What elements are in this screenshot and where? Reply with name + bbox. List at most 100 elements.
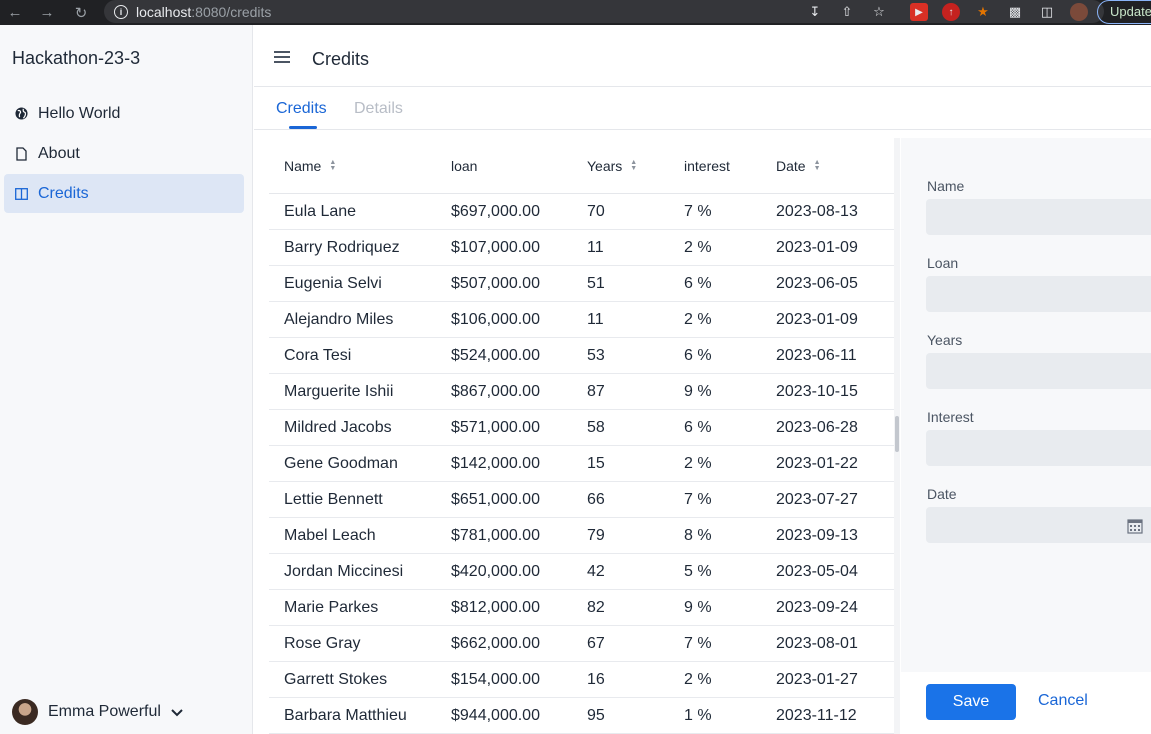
tab-details[interactable]: Details	[354, 100, 403, 118]
cell-name: Marguerite Ishii	[284, 383, 393, 401]
cell-years: 16	[587, 671, 605, 689]
table-row[interactable]: Mabel Leach $781,000.00 79 8 % 2023-09-13	[269, 518, 895, 554]
cell-interest: 6 %	[684, 419, 712, 437]
cell-interest: 9 %	[684, 383, 712, 401]
date-label: Date	[927, 486, 957, 502]
profile-avatar-icon[interactable]	[1070, 3, 1088, 21]
sidepanel-icon[interactable]: ◫	[1038, 3, 1056, 21]
page-header: Credits	[254, 25, 1151, 87]
credits-grid: Name ▲ ▼ loan Years ▲ ▼ interest Date ▲ ▼ E…	[269, 138, 895, 734]
table-row[interactable]: Gene Goodman $142,000.00 15 2 % 2023-01-22	[269, 446, 895, 482]
cell-name: Eugenia Selvi	[284, 275, 382, 293]
table-row[interactable]: Rose Gray $662,000.00 67 7 % 2023-08-01	[269, 626, 895, 662]
calendar-icon[interactable]	[1127, 518, 1143, 534]
reload-icon[interactable]: ↻	[70, 2, 92, 24]
user-menu[interactable]: Emma Powerful	[12, 699, 183, 725]
loan-label: Loan	[927, 255, 958, 271]
update-button[interactable]: Update	[1097, 0, 1151, 24]
cell-loan: $781,000.00	[451, 527, 540, 545]
sort-icon[interactable]: ▲ ▼	[329, 160, 336, 172]
cell-interest: 2 %	[684, 455, 712, 473]
split-layout-divider[interactable]	[894, 138, 900, 734]
avatar	[12, 699, 38, 725]
table-row[interactable]: Jordan Miccinesi $420,000.00 42 5 % 2023-05-…	[269, 554, 895, 590]
tab-credits[interactable]: Credits	[276, 100, 327, 118]
sort-icon[interactable]: ▲ ▼	[814, 160, 821, 172]
cell-interest: 7 %	[684, 635, 712, 653]
sidebar-item-credits[interactable]: Credits	[4, 174, 244, 213]
url-path: :8080/credits	[191, 4, 271, 20]
active-tab-indicator	[289, 126, 317, 129]
cell-name: Barry Rodriquez	[284, 239, 400, 257]
table-row[interactable]: Marie Parkes $812,000.00 82 9 % 2023-09-24	[269, 590, 895, 626]
column-header-label: Years	[587, 158, 622, 174]
cell-date: 2023-01-09	[776, 311, 858, 329]
back-icon[interactable]: ←	[4, 2, 26, 24]
table-row[interactable]: Garrett Stokes $154,000.00 16 2 % 2023-01-27	[269, 662, 895, 698]
forward-icon[interactable]: →	[36, 2, 58, 24]
cell-loan: $507,000.00	[451, 275, 540, 293]
save-button[interactable]: Save	[926, 684, 1016, 720]
cell-years: 79	[587, 527, 605, 545]
cell-name: Alejandro Miles	[284, 311, 393, 329]
credit-editor-form: Name Loan Years Interest Date	[901, 138, 1151, 672]
cell-interest: 5 %	[684, 563, 712, 581]
sidebar-item-about[interactable]: About	[4, 134, 244, 173]
table-row[interactable]: Mildred Jacobs $571,000.00 58 6 % 2023-06-28	[269, 410, 895, 446]
chevron-down-icon	[171, 704, 183, 720]
cell-interest: 7 %	[684, 203, 712, 221]
table-row[interactable]: Eula Lane $697,000.00 70 7 % 2023-08-13	[269, 194, 895, 230]
sidebar-item-hello-world[interactable]: Hello World	[4, 94, 244, 133]
table-row[interactable]: Lettie Bennett $651,000.00 66 7 % 2023-07-27	[269, 482, 895, 518]
table-row[interactable]: Eugenia Selvi $507,000.00 51 6 % 2023-06-05	[269, 266, 895, 302]
cell-date: 2023-06-05	[776, 275, 858, 293]
cell-years: 70	[587, 203, 605, 221]
extension-figure-icon[interactable]: ★	[974, 3, 992, 21]
puzzle-icon[interactable]: ▩	[1006, 3, 1024, 21]
extension-upload-icon[interactable]: ↑	[942, 3, 960, 21]
cell-name: Lettie Bennett	[284, 491, 383, 509]
years-label: Years	[927, 332, 962, 348]
sidebar: Hackathon-23-3 Hello World About Credits…	[0, 25, 253, 734]
column-header-years[interactable]: Years ▲ ▼	[587, 158, 637, 174]
menu-toggle-icon[interactable]	[274, 51, 290, 63]
table-row[interactable]: Alejandro Miles $106,000.00 11 2 % 2023-01-0…	[269, 302, 895, 338]
years-field[interactable]	[926, 353, 1151, 389]
cell-interest: 6 %	[684, 275, 712, 293]
file-icon	[14, 147, 28, 161]
share-icon[interactable]: ⇧	[838, 3, 856, 21]
cell-years: 66	[587, 491, 605, 509]
date-picker[interactable]	[926, 507, 1151, 543]
form-footer: Save Cancel	[901, 672, 1151, 734]
cell-loan: $867,000.00	[451, 383, 540, 401]
cell-years: 95	[587, 707, 605, 725]
table-row[interactable]: Barbara Matthieu $944,000.00 95 1 % 2023-11-…	[269, 698, 895, 734]
download-icon[interactable]: ↧	[806, 3, 824, 21]
cell-loan: $154,000.00	[451, 671, 540, 689]
cell-date: 2023-11-12	[776, 707, 857, 725]
user-name: Emma Powerful	[48, 703, 161, 721]
cell-years: 51	[587, 275, 605, 293]
cancel-button[interactable]: Cancel	[1038, 692, 1088, 710]
interest-field[interactable]	[926, 430, 1151, 466]
extension-red-icon[interactable]: ▶	[910, 3, 928, 21]
cell-name: Mildred Jacobs	[284, 419, 392, 437]
star-icon[interactable]: ☆	[870, 3, 888, 21]
splitter-handle[interactable]	[895, 416, 899, 452]
site-info-icon[interactable]: i	[114, 5, 128, 19]
column-header-name[interactable]: Name ▲ ▼	[284, 158, 336, 174]
name-field[interactable]	[926, 199, 1151, 235]
grid-header: Name ▲ ▼ loan Years ▲ ▼ interest Date ▲ ▼	[269, 138, 895, 194]
columns-icon	[14, 187, 28, 201]
table-row[interactable]: Barry Rodriquez $107,000.00 11 2 % 2023-01-0…	[269, 230, 895, 266]
table-row[interactable]: Marguerite Ishii $867,000.00 87 9 % 2023-10-…	[269, 374, 895, 410]
cell-date: 2023-01-27	[776, 671, 858, 689]
table-row[interactable]: Cora Tesi $524,000.00 53 6 % 2023-06-11	[269, 338, 895, 374]
column-header-date[interactable]: Date ▲ ▼	[776, 158, 821, 174]
cell-name: Mabel Leach	[284, 527, 376, 545]
cell-interest: 2 %	[684, 239, 712, 257]
globe-icon	[14, 107, 28, 121]
loan-field[interactable]	[926, 276, 1151, 312]
tab-bar: Credits Details	[254, 88, 1151, 130]
sort-icon[interactable]: ▲ ▼	[630, 160, 637, 172]
